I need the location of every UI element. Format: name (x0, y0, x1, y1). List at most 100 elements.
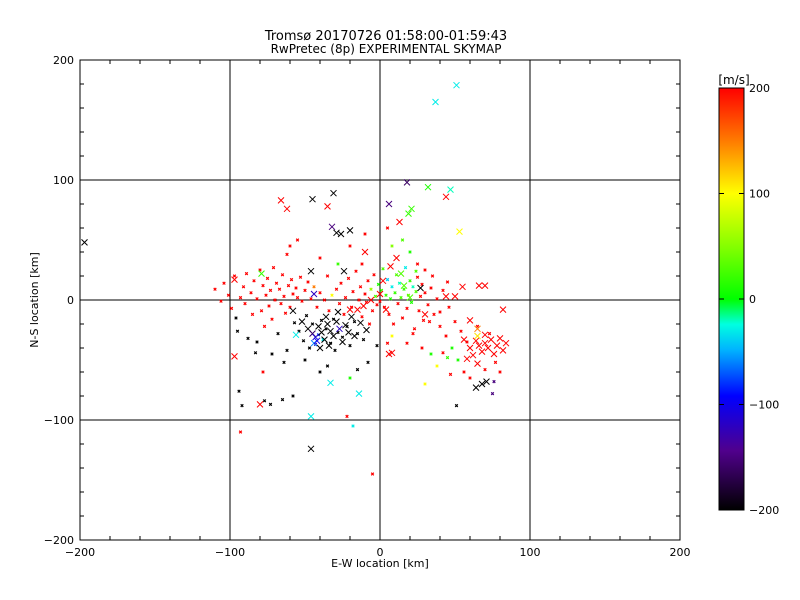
small-data-point (265, 276, 270, 281)
x-marker-data-point (361, 248, 369, 256)
small-data-point (375, 343, 379, 348)
x-marker-data-point (456, 228, 463, 235)
small-data-point (390, 334, 394, 338)
small-data-point (235, 329, 240, 333)
small-data-point (340, 335, 345, 339)
x-marker-data-point (330, 189, 337, 197)
small-data-point (318, 370, 322, 374)
x-tick-label: 0 (377, 546, 384, 559)
small-data-point (288, 244, 292, 248)
small-data-point (322, 298, 327, 302)
small-data-point (310, 322, 315, 326)
small-data-point (405, 306, 409, 311)
small-data-point (361, 337, 366, 342)
small-data-point (426, 303, 430, 307)
x-marker-data-point (478, 348, 486, 355)
small-data-point (319, 318, 324, 323)
x-marker-data-point (325, 342, 333, 349)
small-data-point (427, 319, 432, 324)
x-marker-data-point (355, 390, 363, 397)
small-data-point (409, 300, 414, 305)
x-marker-data-point (340, 267, 348, 275)
colorbar-label: [m/s] (718, 73, 749, 87)
small-data-point (382, 305, 387, 309)
x-marker-data-point (481, 339, 489, 347)
small-data-point (367, 322, 372, 326)
small-data-point (234, 316, 238, 320)
small-data-point (429, 352, 433, 356)
x-marker-data-point (388, 349, 396, 357)
x-axis-label: E-W location [km] (331, 557, 429, 570)
data-points (81, 81, 510, 476)
small-data-point (249, 291, 253, 295)
small-data-point (373, 294, 378, 299)
x-marker-data-point (312, 333, 319, 341)
small-data-point (415, 275, 420, 279)
small-data-point (418, 294, 423, 299)
small-data-point (348, 244, 352, 248)
small-data-point (393, 291, 397, 295)
small-data-point (255, 297, 259, 301)
x-marker-data-point (333, 318, 340, 325)
x-marker-data-point (81, 239, 88, 246)
small-data-point (253, 351, 258, 355)
small-data-point (349, 305, 354, 309)
small-data-point (397, 281, 402, 285)
small-data-point (292, 321, 297, 325)
small-data-point (406, 293, 411, 297)
x-marker-data-point (466, 317, 474, 324)
y-axis-label: N-S location [km] (28, 252, 41, 348)
small-data-point (385, 226, 390, 230)
small-data-point (243, 301, 247, 306)
small-data-point (423, 268, 427, 272)
x-marker-data-point (322, 313, 330, 321)
small-data-point (414, 289, 418, 294)
small-data-point (333, 348, 337, 353)
x-marker-data-point (336, 325, 343, 333)
x-marker-data-point (337, 230, 345, 238)
small-data-point (375, 303, 379, 307)
x-marker-data-point (474, 332, 481, 340)
small-data-point (291, 394, 295, 398)
small-data-point (270, 317, 274, 321)
small-data-point (454, 403, 459, 408)
small-data-point (487, 331, 492, 336)
small-data-point (400, 238, 405, 242)
x-marker-data-point (309, 195, 316, 203)
x-marker-data-point (363, 326, 370, 334)
small-data-point (229, 306, 234, 311)
small-data-point (279, 301, 283, 306)
small-data-point (369, 287, 373, 291)
small-data-point (312, 285, 316, 289)
small-data-point (270, 352, 274, 356)
small-data-point (390, 285, 394, 289)
small-data-point (421, 318, 426, 323)
small-data-point (327, 309, 331, 313)
small-data-point (334, 287, 339, 291)
small-data-point (259, 309, 264, 313)
x-marker-data-point (324, 203, 331, 210)
small-data-point (246, 336, 250, 341)
x-marker-data-point (442, 193, 450, 201)
y-tick-label: −100 (44, 414, 74, 427)
small-data-point (241, 285, 246, 289)
small-data-point (303, 358, 307, 362)
x-marker-data-point (490, 350, 498, 358)
x-tick-label: −100 (215, 546, 245, 559)
x-marker-data-point (481, 331, 489, 339)
small-data-point (337, 301, 342, 306)
x-marker-data-point (474, 360, 481, 367)
small-data-point (411, 285, 415, 289)
x-marker-data-point (354, 306, 361, 313)
colorbar-tick-label: 100 (749, 188, 770, 201)
x-marker-data-point (258, 270, 265, 277)
x-marker-data-point (474, 325, 481, 333)
small-data-point (267, 304, 271, 308)
small-data-point (295, 295, 300, 300)
x-marker-data-point (379, 277, 387, 285)
small-data-point (450, 346, 454, 350)
small-data-point (262, 324, 267, 329)
small-data-point (282, 360, 286, 365)
small-data-point (255, 340, 259, 344)
